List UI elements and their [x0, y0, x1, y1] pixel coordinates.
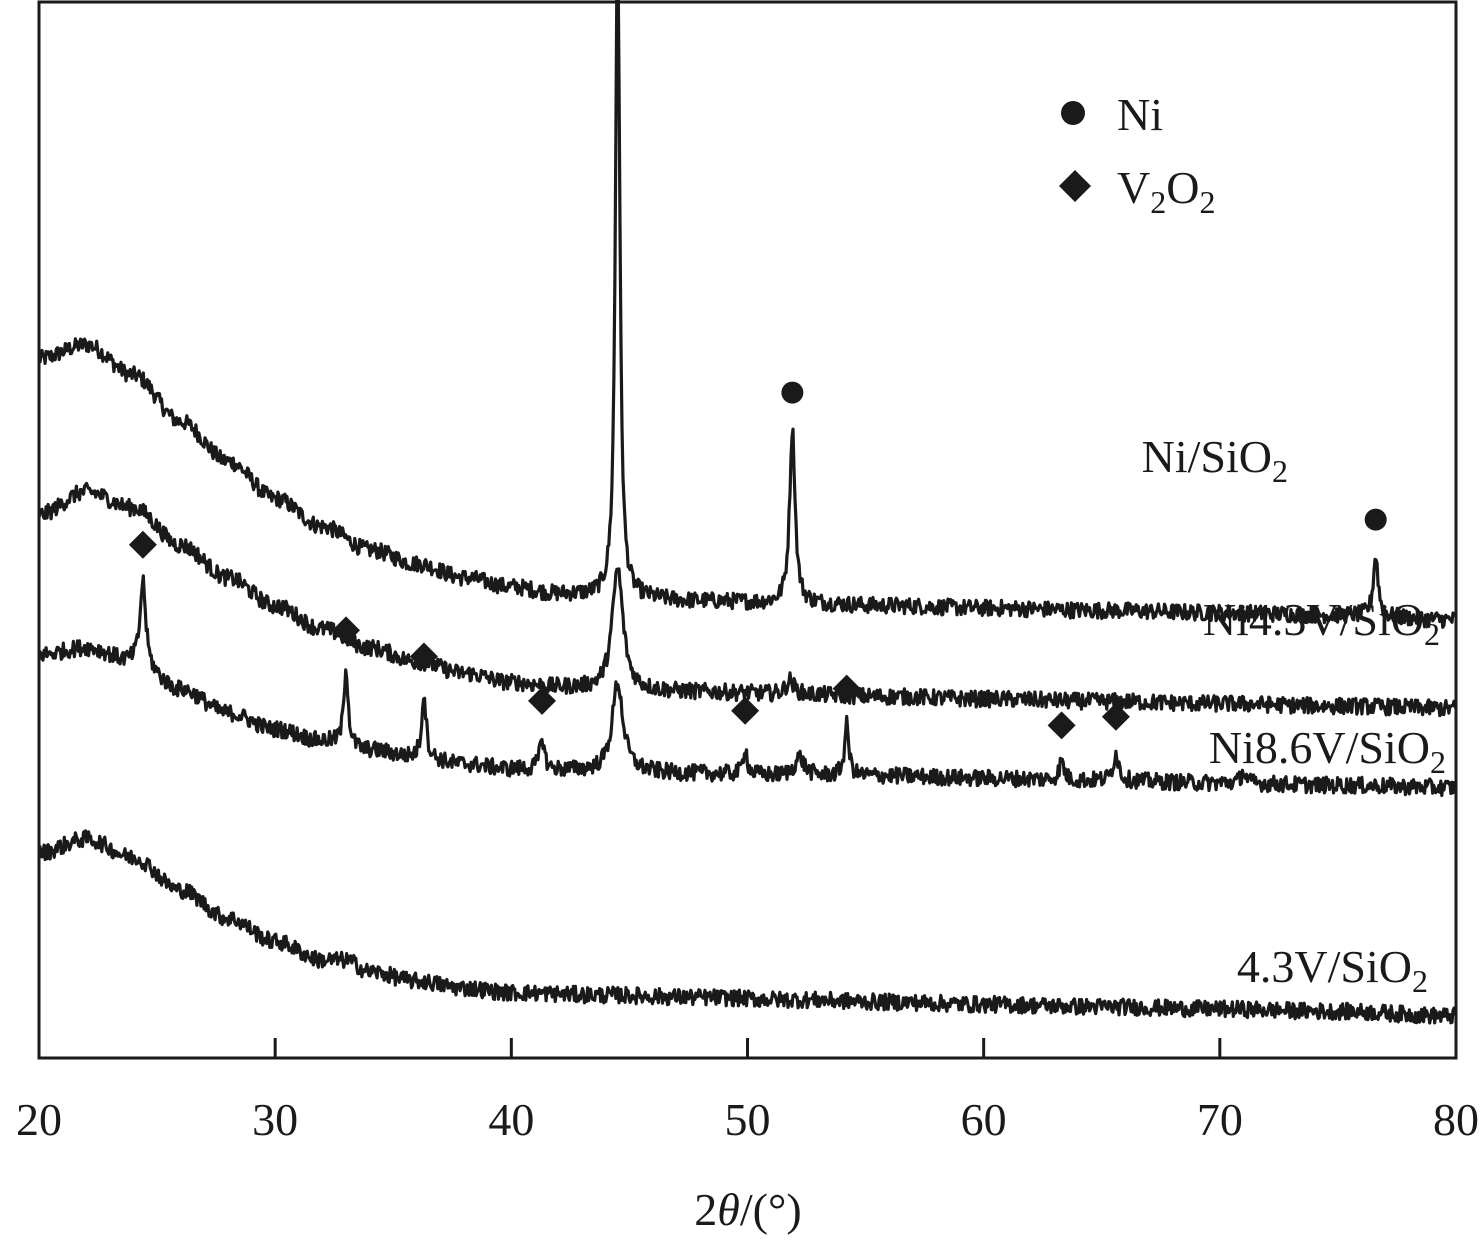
series-label-3: 4.3V/SiO2	[1237, 941, 1428, 999]
x-tick-label-50: 50	[725, 1094, 771, 1145]
x-ticks: 20 30 40 50 60 70 80	[16, 1038, 1479, 1145]
legend-label-ni: Ni	[1117, 89, 1163, 140]
x-tick-label-40: 40	[488, 1094, 534, 1145]
x-tick-label-30: 30	[252, 1094, 298, 1145]
x-tick-label-70: 70	[1197, 1094, 1243, 1145]
series-label-main: Ni/SiO	[1142, 431, 1272, 482]
v2o2-peak-marker	[832, 674, 861, 703]
series-group	[37, 0, 1458, 1025]
x-tick-label-60: 60	[961, 1094, 1007, 1145]
series-label-main: 4.3V/SiO	[1237, 941, 1412, 992]
series-line-1	[37, 481, 1458, 718]
v2o2-peak-marker	[1047, 711, 1076, 740]
series-label-1: Ni4.3V/SiO2	[1203, 594, 1440, 652]
v2o2-peak-marker	[528, 686, 557, 715]
series-label-sub: 2	[1424, 616, 1440, 652]
ni-peak-marker	[781, 381, 804, 404]
series-line-0	[37, 0, 1457, 629]
series-line-2	[38, 574, 1458, 798]
legend-diamond-icon	[1059, 170, 1091, 202]
series-label-sub: 2	[1412, 963, 1428, 999]
x-axis-title-theta: θ	[717, 1184, 740, 1235]
legend-circle-icon	[1061, 101, 1085, 125]
series-label-main: Ni8.6V/SiO	[1209, 722, 1430, 773]
series-label-2: Ni8.6V/SiO2	[1209, 722, 1446, 780]
legend: Ni V2O2	[1059, 89, 1215, 220]
legend-label-v2o2: V2O2	[1117, 162, 1215, 220]
x-axis-title-suffix: /(°)	[740, 1184, 802, 1235]
ni-peak-marker	[1364, 508, 1387, 531]
v2o2-peak-marker	[332, 616, 361, 645]
v2o2-peak-marker	[128, 530, 157, 559]
series-line-3	[37, 829, 1458, 1025]
series-label-sub: 2	[1272, 453, 1288, 489]
x-axis-title: 2θ/(°)	[694, 1184, 801, 1235]
v2o2-peak-marker	[731, 696, 760, 725]
series-label-main: Ni4.3V/SiO	[1203, 594, 1424, 645]
peak-markers	[128, 381, 1387, 740]
x-tick-label-20: 20	[16, 1094, 62, 1145]
x-axis-title-prefix: 2	[694, 1184, 717, 1235]
v2o2-peak-marker	[1101, 702, 1130, 731]
plot-frame	[37, 0, 1458, 1060]
series-label-sub: 2	[1430, 744, 1446, 780]
x-tick-label-80: 80	[1433, 1094, 1479, 1145]
v2o2-peak-marker	[409, 642, 438, 671]
series-label-0: Ni/SiO2	[1142, 431, 1288, 489]
